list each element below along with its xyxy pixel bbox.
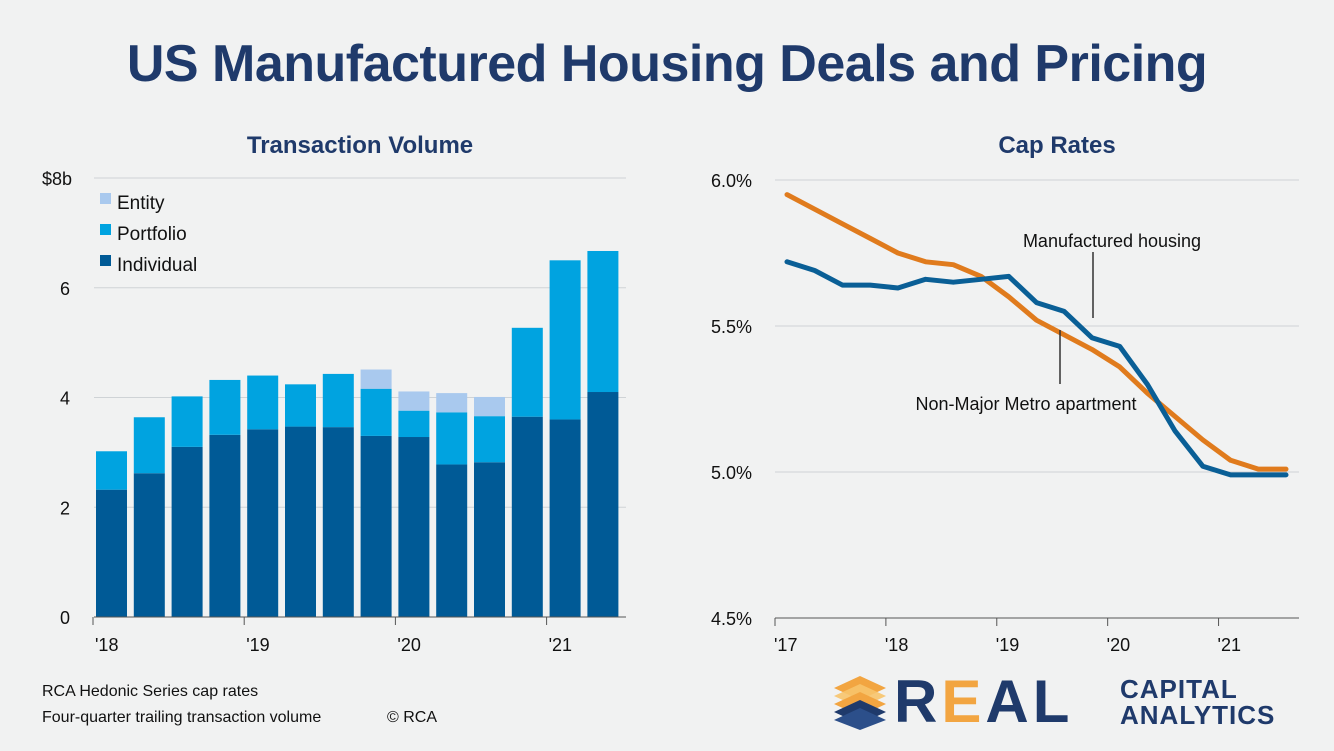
volume-legend-label: Entity [117, 193, 165, 214]
volume-bar-portfolio [209, 379, 241, 435]
volume-x-tick-label: '20 [397, 635, 420, 655]
volume-bar-entity [360, 369, 392, 389]
volume-bar-portfolio [360, 388, 392, 436]
volume-x-tick-label: '19 [246, 635, 269, 655]
caprate-x-tick-label: '21 [1218, 635, 1241, 655]
logo-letter: L [1032, 668, 1074, 735]
caprate-line-manufactured-housing [784, 259, 1289, 478]
volume-y-tick-label: $8b [42, 169, 72, 189]
volume-chart-title: Transaction Volume [247, 132, 473, 159]
volume-legend-swatch [100, 193, 111, 204]
volume-bar-individual [247, 429, 279, 617]
volume-bar-entity [474, 396, 505, 417]
logo-letter: E [941, 668, 986, 735]
logo-word-capital: CAPITAL [1120, 674, 1238, 704]
rca-logo: REAL CAPITAL ANALYTICS [834, 672, 1314, 732]
footer-copyright: © RCA [387, 709, 438, 726]
logo-word-real: REAL [894, 672, 1073, 732]
page-title: US Manufactured Housing Deals and Pricin… [126, 35, 1208, 93]
volume-bar-individual [511, 416, 543, 617]
volume-bar-individual [96, 489, 127, 617]
logo-word-analytics: ANALYTICS [1120, 700, 1276, 730]
volume-bar-portfolio [322, 373, 354, 428]
volume-bar-individual [549, 419, 581, 617]
volume-legend-swatch [100, 224, 111, 235]
volume-bar-portfolio [285, 384, 316, 427]
caprate-x-tick-label: '18 [885, 635, 908, 655]
volume-bar-portfolio [96, 451, 127, 490]
caprate-annotation-manufactured-housing: Manufactured housing [1023, 231, 1201, 251]
caprate-y-tick-label: 5.0% [711, 463, 752, 483]
caprate-y-tick-label: 4.5% [711, 609, 752, 629]
caprate-x-tick-label: '20 [1107, 635, 1130, 655]
volume-legend-label: Portfolio [117, 224, 187, 245]
volume-bar-individual [474, 462, 505, 617]
volume-bar-individual [285, 426, 316, 617]
volume-bar-individual [436, 464, 468, 617]
caprate-x-tick-label: '19 [996, 635, 1019, 655]
volume-bar-individual [322, 427, 354, 617]
volume-bar-portfolio [511, 327, 543, 417]
volume-y-tick-label: 6 [60, 279, 70, 299]
caprate-x-tick-label: '17 [774, 635, 797, 655]
logo-letter: R [894, 668, 942, 735]
volume-bar-portfolio [398, 410, 430, 438]
footer-source-line-1: RCA Hedonic Series cap rates [42, 683, 259, 700]
caprate-annotation-non-major-metro: Non-Major Metro apartment [915, 394, 1136, 414]
volume-bar-individual [587, 392, 619, 617]
volume-bar-portfolio [587, 250, 619, 393]
volume-bar-portfolio [247, 375, 279, 430]
caprate-line-non-major-metro [784, 192, 1289, 472]
volume-bar-individual [133, 473, 165, 617]
volume-x-tick-label: '21 [549, 635, 572, 655]
caprate-chart-title: Cap Rates [998, 132, 1115, 159]
volume-legend-label: Individual [117, 255, 197, 276]
volume-bar-entity [398, 391, 430, 411]
volume-x-tick-label: '18 [95, 635, 118, 655]
volume-bar-individual [398, 437, 430, 617]
volume-bar-entity [436, 393, 468, 413]
footer-source-line-2: Four-quarter trailing transaction volume [42, 709, 322, 726]
volume-bar-individual [171, 446, 203, 617]
volume-bar-portfolio [549, 260, 581, 420]
volume-bar-portfolio [474, 416, 505, 463]
volume-y-tick-label: 0 [60, 608, 70, 628]
volume-bar-individual [209, 434, 241, 617]
volume-bar-portfolio [171, 396, 203, 447]
caprate-y-tick-label: 5.5% [711, 317, 752, 337]
volume-y-tick-label: 2 [60, 498, 70, 518]
volume-bar-portfolio [133, 417, 165, 474]
volume-legend-swatch [100, 255, 111, 266]
logo-letter: A [985, 668, 1033, 735]
caprate-y-tick-label: 6.0% [711, 171, 752, 191]
volume-y-tick-label: 4 [60, 389, 70, 409]
volume-bar-individual [360, 435, 392, 617]
logo-mark-icon [834, 676, 886, 730]
volume-bar-portfolio [436, 412, 468, 465]
